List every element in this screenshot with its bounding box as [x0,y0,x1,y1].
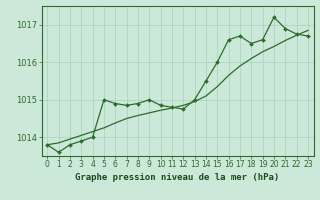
X-axis label: Graphe pression niveau de la mer (hPa): Graphe pression niveau de la mer (hPa) [76,173,280,182]
